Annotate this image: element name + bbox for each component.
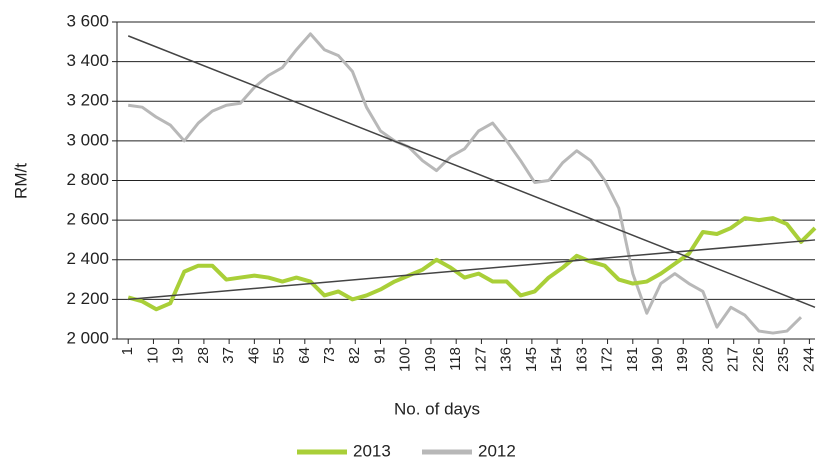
x-tick-label: 181: [624, 347, 641, 372]
x-tick-label: 37: [220, 347, 237, 364]
y-tick-label: 3 200: [66, 91, 109, 110]
x-tick-label: 91: [371, 347, 388, 364]
series-line: [128, 32, 803, 335]
x-tick-label: 100: [397, 347, 414, 372]
x-tick-label: 10: [144, 347, 161, 364]
legend-label: 2013: [353, 441, 391, 460]
x-tick-label: 82: [346, 347, 363, 364]
y-tick-label: 2 200: [66, 289, 109, 308]
x-tick-label: 145: [523, 347, 540, 372]
x-tick-label: 118: [447, 347, 464, 371]
x-tick-label: 244: [800, 347, 817, 372]
x-tick-label: 199: [674, 347, 691, 372]
x-tick-label: 136: [498, 347, 515, 372]
legend-label: 2012: [478, 441, 516, 460]
x-tick-label: 217: [725, 347, 742, 372]
y-axis-label: RM/t: [11, 163, 30, 199]
x-tick-label: 226: [750, 347, 767, 372]
x-tick-label: 127: [472, 347, 489, 372]
trend-line: [128, 239, 816, 301]
x-tick-label: 28: [195, 347, 212, 364]
x-tick-label: 235: [775, 347, 792, 372]
y-tick-label: 2 400: [66, 249, 109, 268]
y-tick-label: 3 000: [66, 130, 109, 149]
x-tick-label: 19: [170, 347, 187, 364]
x-tick-label: 55: [271, 347, 288, 364]
series-line: [127, 216, 817, 312]
x-tick-label: 172: [599, 347, 616, 372]
x-tick-label: 208: [699, 347, 716, 372]
x-tick-label: 109: [422, 347, 439, 372]
x-tick-label: 46: [245, 347, 262, 364]
x-tick-label: 154: [548, 347, 565, 372]
y-tick-label: 2 000: [66, 328, 109, 347]
x-tick-label: 64: [296, 347, 313, 364]
x-axis-label: No. of days: [394, 399, 480, 418]
trend-line: [127, 35, 816, 308]
y-tick-label: 3 400: [66, 51, 109, 70]
x-tick-label: 73: [321, 347, 338, 364]
y-tick-label: 2 800: [66, 170, 109, 189]
x-tick-label: 190: [649, 347, 666, 372]
x-tick-label: 1: [119, 347, 136, 355]
y-tick-label: 2 600: [66, 210, 109, 229]
x-tick-label: 163: [573, 347, 590, 372]
y-tick-label: 3 600: [66, 11, 109, 30]
